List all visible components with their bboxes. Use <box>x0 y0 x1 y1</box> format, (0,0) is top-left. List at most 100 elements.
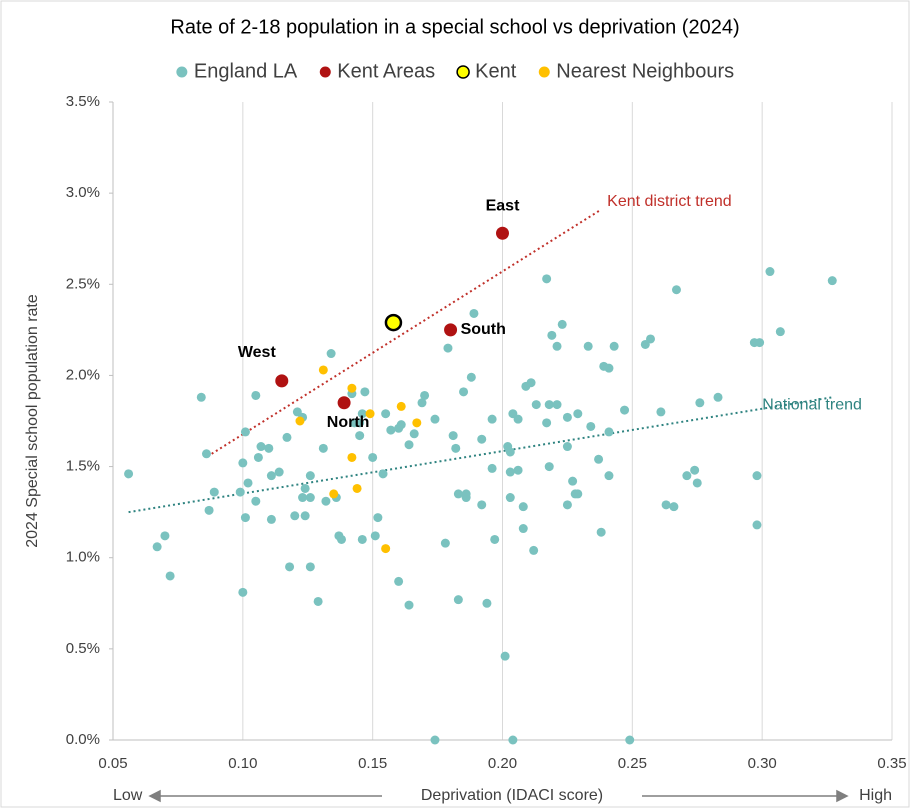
data-point <box>542 274 552 284</box>
point-label: West <box>238 344 277 361</box>
data-point <box>518 502 528 512</box>
legend-marker <box>456 65 470 79</box>
data-point <box>378 469 388 479</box>
data-point <box>500 651 510 661</box>
trend-label: Kent district trend <box>607 193 732 210</box>
data-point <box>682 471 692 481</box>
data-point <box>266 471 276 481</box>
data-point <box>552 400 562 410</box>
data-point <box>240 513 250 523</box>
y-axis-label: 2024 Special school population rate <box>24 294 41 548</box>
data-point <box>752 520 762 530</box>
trend-line <box>211 208 602 455</box>
data-point <box>459 387 469 397</box>
data-point <box>368 452 378 462</box>
data-point <box>305 562 315 572</box>
data-point <box>544 400 554 410</box>
data-point <box>482 598 492 608</box>
data-point <box>160 531 170 541</box>
data-point <box>238 587 248 597</box>
data-point <box>496 226 509 240</box>
y-tick-label: 1.0% <box>66 549 100 566</box>
data-point <box>243 478 253 488</box>
data-point <box>508 735 518 745</box>
data-point <box>256 442 266 452</box>
data-point <box>568 476 578 486</box>
data-point <box>295 416 305 426</box>
data-point <box>573 489 583 499</box>
data-point <box>384 313 403 332</box>
data-point <box>253 452 263 462</box>
data-point <box>552 341 562 351</box>
data-point <box>274 467 284 477</box>
data-point <box>440 538 450 548</box>
data-point <box>381 409 391 419</box>
data-point <box>671 285 681 295</box>
data-point <box>562 442 572 452</box>
data-point <box>604 471 614 481</box>
data-point <box>352 483 362 493</box>
data-point <box>604 427 614 437</box>
x-tick-label: 0.05 <box>98 755 127 772</box>
data-point <box>765 267 775 277</box>
data-point <box>290 511 300 521</box>
x-axis-label: Deprivation (IDACI score) <box>421 787 603 804</box>
data-point <box>477 500 487 510</box>
data-point <box>321 496 331 506</box>
data-point <box>518 524 528 534</box>
data-point <box>285 562 295 572</box>
data-point <box>513 465 523 475</box>
point-label: South <box>461 321 506 338</box>
data-point <box>469 308 479 318</box>
data-point <box>573 409 583 419</box>
data-point <box>165 571 175 581</box>
data-point <box>381 544 391 554</box>
legend-label: Kent Areas <box>337 60 435 82</box>
data-point <box>318 443 328 453</box>
legend-label: Kent <box>475 60 517 82</box>
data-point <box>300 483 310 493</box>
data-point <box>453 595 463 605</box>
data-point <box>412 418 422 428</box>
data-point <box>542 418 552 428</box>
data-point <box>752 471 762 481</box>
data-point <box>713 392 723 402</box>
data-point <box>466 372 476 382</box>
legend-label: England LA <box>194 60 298 82</box>
x-tick-label: 0.10 <box>228 755 257 772</box>
data-point <box>196 392 206 402</box>
data-point <box>347 452 357 462</box>
data-point <box>240 427 250 437</box>
data-point <box>337 534 347 544</box>
data-point <box>661 500 671 510</box>
data-point <box>448 431 458 441</box>
data-point <box>690 465 700 475</box>
data-point <box>529 545 539 555</box>
data-point <box>204 505 214 515</box>
data-point <box>238 458 248 468</box>
data-point <box>669 502 679 512</box>
data-point <box>451 443 461 453</box>
y-tick-label: 2.0% <box>66 366 100 383</box>
y-tick-label: 1.5% <box>66 458 100 475</box>
data-point <box>386 425 396 435</box>
data-point <box>404 600 414 610</box>
data-point <box>266 514 276 524</box>
data-point <box>544 462 554 472</box>
legend: England LA Kent Areas Kent Nearest Neighbou… <box>176 60 734 82</box>
data-point <box>305 493 315 503</box>
data-point <box>251 390 261 400</box>
data-point <box>396 420 406 430</box>
x-tick-label: 0.35 <box>877 755 906 772</box>
data-point <box>318 365 328 375</box>
data-point <box>461 493 471 503</box>
x-tick-label: 0.15 <box>358 755 387 772</box>
data-point <box>264 443 274 453</box>
data-point <box>526 378 536 388</box>
data-point <box>373 513 383 523</box>
trend-label: National trend <box>762 397 862 414</box>
x-tick-label: 0.25 <box>618 755 647 772</box>
data-point <box>360 387 370 397</box>
data-point <box>695 398 705 408</box>
